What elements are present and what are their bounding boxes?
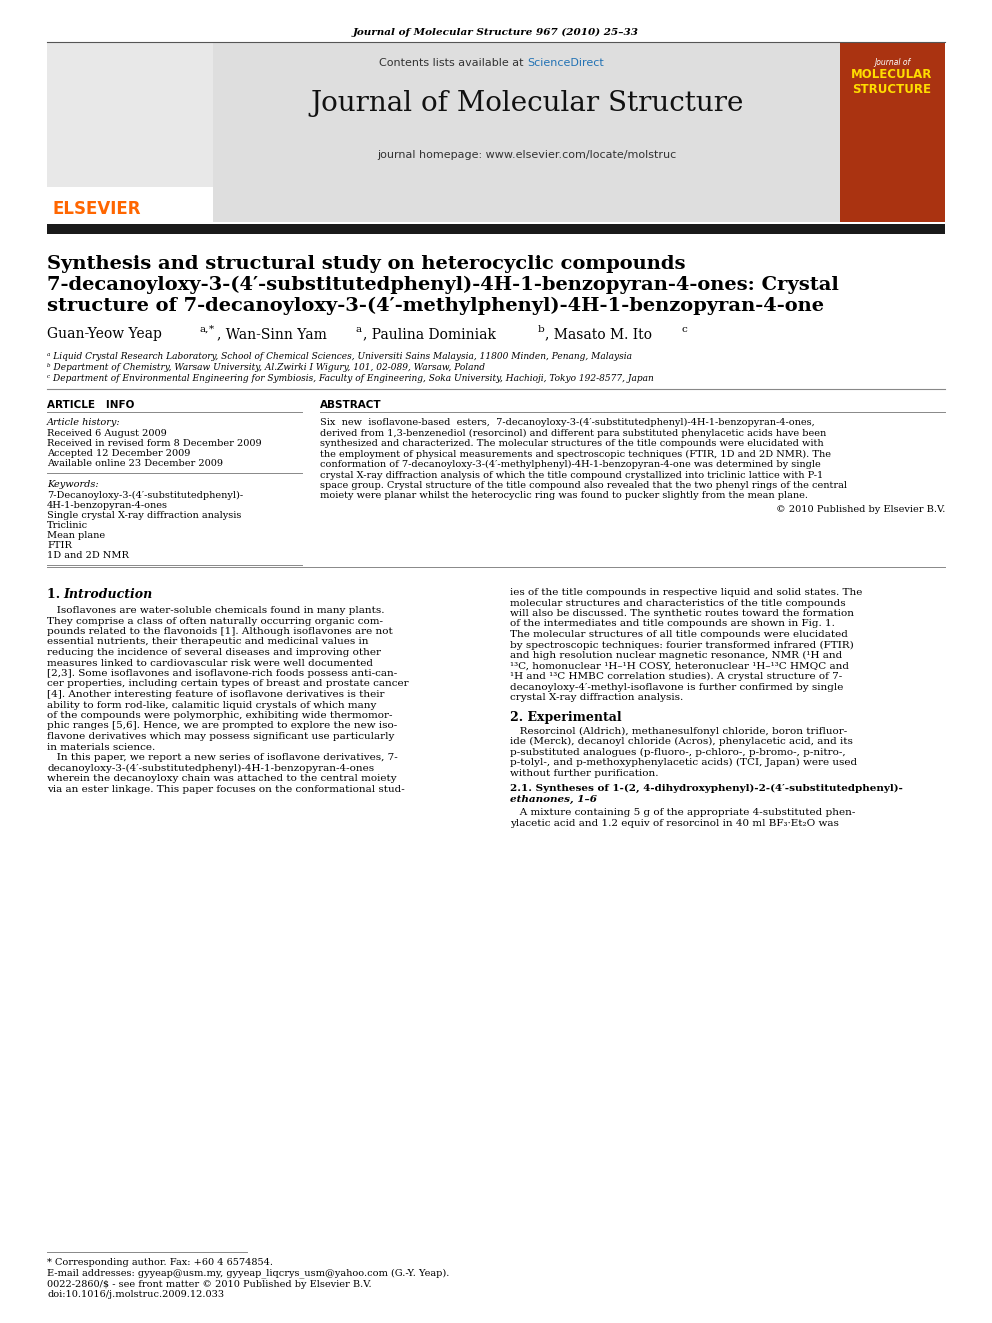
Bar (47, 224, 945, 234)
Text: in materials science.: in materials science. (47, 742, 156, 751)
Text: [2,3]. Some isoflavones and isoflavone-rich foods possess anti-can-: [2,3]. Some isoflavones and isoflavone-r… (47, 669, 397, 677)
Text: Introduction: Introduction (63, 587, 152, 601)
Text: ScienceDirect: ScienceDirect (527, 58, 604, 67)
Text: In this paper, we report a new series of isoflavone derivatives, 7-: In this paper, we report a new series of… (47, 753, 398, 762)
Text: ylacetic acid and 1.2 equiv of resorcinol in 40 ml BF₃·Et₂O was: ylacetic acid and 1.2 equiv of resorcino… (510, 819, 839, 827)
Text: , Wan-Sinn Yam: , Wan-Sinn Yam (217, 327, 327, 341)
Text: A mixture containing 5 g of the appropriate 4-substituted phen-: A mixture containing 5 g of the appropri… (510, 808, 855, 818)
Text: synthesized and characterized. The molecular structures of the title compounds w: synthesized and characterized. The molec… (320, 439, 823, 448)
Text: Received in revised form 8 December 2009: Received in revised form 8 December 2009 (47, 439, 262, 448)
Text: ethanones, 1–6: ethanones, 1–6 (510, 795, 597, 804)
Text: Synthesis and structural study on heterocyclic compounds: Synthesis and structural study on hetero… (47, 255, 685, 273)
Text: crystal X-ray diffraction analysis.: crystal X-ray diffraction analysis. (510, 693, 683, 703)
Text: structure of 7-decanoyloxy-3-(4′-methylphenyl)-4H-1-benzopyran-4-one: structure of 7-decanoyloxy-3-(4′-methylp… (47, 296, 824, 315)
Text: Journal of: Journal of (874, 58, 910, 67)
Text: journal homepage: www.elsevier.com/locate/molstruc: journal homepage: www.elsevier.com/locat… (377, 149, 677, 160)
Text: conformation of 7-decanoyloxy-3-(4′-methylphenyl)-4H-1-benzopyran-4-one was dete: conformation of 7-decanoyloxy-3-(4′-meth… (320, 460, 820, 470)
Text: E-mail addresses: gyyeap@usm.my, gyyeap_liqcrys_usm@yahoo.com (G.-Y. Yeap).: E-mail addresses: gyyeap@usm.my, gyyeap_… (47, 1267, 449, 1278)
Text: Resorcinol (Aldrich), methanesulfonyl chloride, boron trifluor-: Resorcinol (Aldrich), methanesulfonyl ch… (510, 726, 847, 736)
Text: reducing the incidence of several diseases and improving other: reducing the incidence of several diseas… (47, 648, 381, 658)
Text: ies of the title compounds in respective liquid and solid states. The: ies of the title compounds in respective… (510, 587, 862, 597)
Text: Keywords:: Keywords: (47, 480, 98, 490)
Text: Isoflavones are water-soluble chemicals found in many plants.: Isoflavones are water-soluble chemicals … (47, 606, 385, 615)
Text: ᵇ Department of Chemistry, Warsaw University, Al.Zwirki I Wigury, 101, 02-089, W: ᵇ Department of Chemistry, Warsaw Univer… (47, 363, 485, 372)
Text: decanoyloxy-4′-methyl-isoflavone is further confirmed by single: decanoyloxy-4′-methyl-isoflavone is furt… (510, 683, 843, 692)
Text: 1D and 2D NMR: 1D and 2D NMR (47, 550, 129, 560)
Text: without further purification.: without further purification. (510, 769, 659, 778)
Text: wherein the decanoyloxy chain was attached to the central moiety: wherein the decanoyloxy chain was attach… (47, 774, 397, 783)
Text: Received 6 August 2009: Received 6 August 2009 (47, 429, 167, 438)
Text: essential nutrients, their therapeutic and medicinal values in: essential nutrients, their therapeutic a… (47, 638, 368, 647)
Text: 7-Decanoyloxy-3-(4′-substitutedphenyl)-: 7-Decanoyloxy-3-(4′-substitutedphenyl)- (47, 491, 243, 500)
Text: * Corresponding author. Fax: +60 4 6574854.: * Corresponding author. Fax: +60 4 65748… (47, 1258, 273, 1267)
Text: a,: a, (200, 325, 209, 333)
Text: Contents lists available at: Contents lists available at (379, 58, 527, 67)
Text: , Paulina Dominiak: , Paulina Dominiak (363, 327, 496, 341)
Text: Journal of Molecular Structure 967 (2010) 25–33: Journal of Molecular Structure 967 (2010… (353, 28, 639, 37)
Text: doi:10.1016/j.molstruc.2009.12.033: doi:10.1016/j.molstruc.2009.12.033 (47, 1290, 224, 1299)
Text: Triclinic: Triclinic (47, 521, 88, 531)
Text: a: a (356, 325, 362, 333)
Text: Six  new  isoflavone-based  esters,  7-decanoyloxy-3-(4′-substitutedphenyl)-4H-1: Six new isoflavone-based esters, 7-decan… (320, 418, 814, 427)
Text: *: * (209, 325, 214, 333)
Text: 7-decanoyloxy-3-(4′-substitutedphenyl)-4H-1-benzopyran-4-ones: Crystal: 7-decanoyloxy-3-(4′-substitutedphenyl)-4… (47, 277, 839, 294)
Text: c: c (682, 325, 687, 333)
Text: 2. Experimental: 2. Experimental (510, 712, 622, 725)
Bar (47, 42, 945, 222)
Text: ELSEVIER: ELSEVIER (52, 200, 141, 218)
Text: 2.1. Syntheses of 1-(2, 4-dihydroxyphenyl)-2-(4′-substitutedphenyl)-: 2.1. Syntheses of 1-(2, 4-dihydroxypheny… (510, 785, 903, 794)
Text: ¹³C, homonuclear ¹H–¹H COSY, heteronuclear ¹H–¹³C HMQC and: ¹³C, homonuclear ¹H–¹H COSY, heteronucle… (510, 662, 849, 671)
Text: via an ester linkage. This paper focuses on the conformational stud-: via an ester linkage. This paper focuses… (47, 785, 405, 794)
Text: moiety were planar whilst the heterocyclic ring was found to pucker slightly fro: moiety were planar whilst the heterocycl… (320, 492, 808, 500)
Text: by spectroscopic techniques: fourier transformed infrared (FTIR): by spectroscopic techniques: fourier tra… (510, 640, 854, 650)
Bar (840, 42, 945, 222)
Text: measures linked to cardiovascular risk were well documented: measures linked to cardiovascular risk w… (47, 659, 373, 668)
Text: space group. Crystal structure of the title compound also revealed that the two : space group. Crystal structure of the ti… (320, 482, 847, 490)
Text: , Masato M. Ito: , Masato M. Ito (545, 327, 652, 341)
Text: decanoyloxy-3-(4′-substitutedphenyl)-4H-1-benzopyran-4-ones: decanoyloxy-3-(4′-substitutedphenyl)-4H-… (47, 763, 374, 773)
Bar (47, 42, 213, 187)
Text: Guan-Yeow Yeap: Guan-Yeow Yeap (47, 327, 162, 341)
Text: will also be discussed. The synthetic routes toward the formation: will also be discussed. The synthetic ro… (510, 609, 854, 618)
Text: phic ranges [5,6]. Hence, we are prompted to explore the new iso-: phic ranges [5,6]. Hence, we are prompte… (47, 721, 397, 730)
Text: Single crystal X-ray diffraction analysis: Single crystal X-ray diffraction analysi… (47, 511, 241, 520)
Text: FTIR: FTIR (47, 541, 71, 550)
Text: flavone derivatives which may possess significant use particularly: flavone derivatives which may possess si… (47, 732, 395, 741)
Bar (213, 42, 840, 222)
Text: ᶜ Department of Environmental Engineering for Symbiosis, Faculty of Engineering,: ᶜ Department of Environmental Engineerin… (47, 374, 654, 382)
Text: ARTICLE   INFO: ARTICLE INFO (47, 400, 134, 410)
Text: MOLECULAR
STRUCTURE: MOLECULAR STRUCTURE (851, 67, 932, 97)
Text: Mean plane: Mean plane (47, 531, 105, 540)
Text: 4H-1-benzopyran-4-ones: 4H-1-benzopyran-4-ones (47, 501, 168, 509)
Text: Accepted 12 December 2009: Accepted 12 December 2009 (47, 448, 190, 458)
Text: [4]. Another interesting feature of isoflavone derivatives is their: [4]. Another interesting feature of isof… (47, 691, 385, 699)
Text: crystal X-ray diffraction analysis of which the title compound crystallized into: crystal X-ray diffraction analysis of wh… (320, 471, 823, 479)
Text: Article history:: Article history: (47, 418, 121, 427)
Text: p-tolyl-, and p-methoxyphenylacetic acids) (TCI, Japan) were used: p-tolyl-, and p-methoxyphenylacetic acid… (510, 758, 857, 767)
Bar (47, 42, 213, 187)
Text: They comprise a class of often naturally occurring organic com-: They comprise a class of often naturally… (47, 617, 383, 626)
Text: ABSTRACT: ABSTRACT (320, 400, 382, 410)
Text: molecular structures and characteristics of the title compounds: molecular structures and characteristics… (510, 598, 845, 607)
Text: Available online 23 December 2009: Available online 23 December 2009 (47, 459, 223, 468)
Text: ide (Merck), decanoyl chloride (Acros), phenylacetic acid, and its: ide (Merck), decanoyl chloride (Acros), … (510, 737, 853, 746)
Text: ability to form rod-like, calamitic liquid crystals of which many: ability to form rod-like, calamitic liqu… (47, 700, 376, 709)
Text: 1.: 1. (47, 587, 64, 601)
Text: © 2010 Published by Elsevier B.V.: © 2010 Published by Elsevier B.V. (776, 505, 945, 515)
Text: derived from 1,3-benzenediol (resorcinol) and different para substituted phenyla: derived from 1,3-benzenediol (resorcinol… (320, 429, 826, 438)
Text: ᵃ Liquid Crystal Research Laboratory, School of Chemical Sciences, Universiti Sa: ᵃ Liquid Crystal Research Laboratory, Sc… (47, 352, 632, 361)
Text: pounds related to the flavonoids [1]. Although isoflavones are not: pounds related to the flavonoids [1]. Al… (47, 627, 393, 636)
Text: of the intermediates and title compounds are shown in Fig. 1.: of the intermediates and title compounds… (510, 619, 835, 628)
Text: b: b (538, 325, 545, 333)
Text: 0022-2860/$ - see front matter © 2010 Published by Elsevier B.V.: 0022-2860/$ - see front matter © 2010 Pu… (47, 1279, 372, 1289)
Text: of the compounds were polymorphic, exhibiting wide thermomor-: of the compounds were polymorphic, exhib… (47, 710, 393, 720)
Text: and high resolution nuclear magnetic resonance, NMR (¹H and: and high resolution nuclear magnetic res… (510, 651, 842, 660)
Text: The molecular structures of all title compounds were elucidated: The molecular structures of all title co… (510, 630, 848, 639)
Text: p-substituted analogues (p-fluoro-, p-chloro-, p-bromo-, p-nitro-,: p-substituted analogues (p-fluoro-, p-ch… (510, 747, 845, 757)
Text: Journal of Molecular Structure: Journal of Molecular Structure (310, 90, 744, 116)
Text: the employment of physical measurements and spectroscopic techniques (FTIR, 1D a: the employment of physical measurements … (320, 450, 831, 459)
Text: ¹H and ¹³C HMBC correlation studies). A crystal structure of 7-: ¹H and ¹³C HMBC correlation studies). A … (510, 672, 842, 681)
Text: cer properties, including certain types of breast and prostate cancer: cer properties, including certain types … (47, 680, 409, 688)
